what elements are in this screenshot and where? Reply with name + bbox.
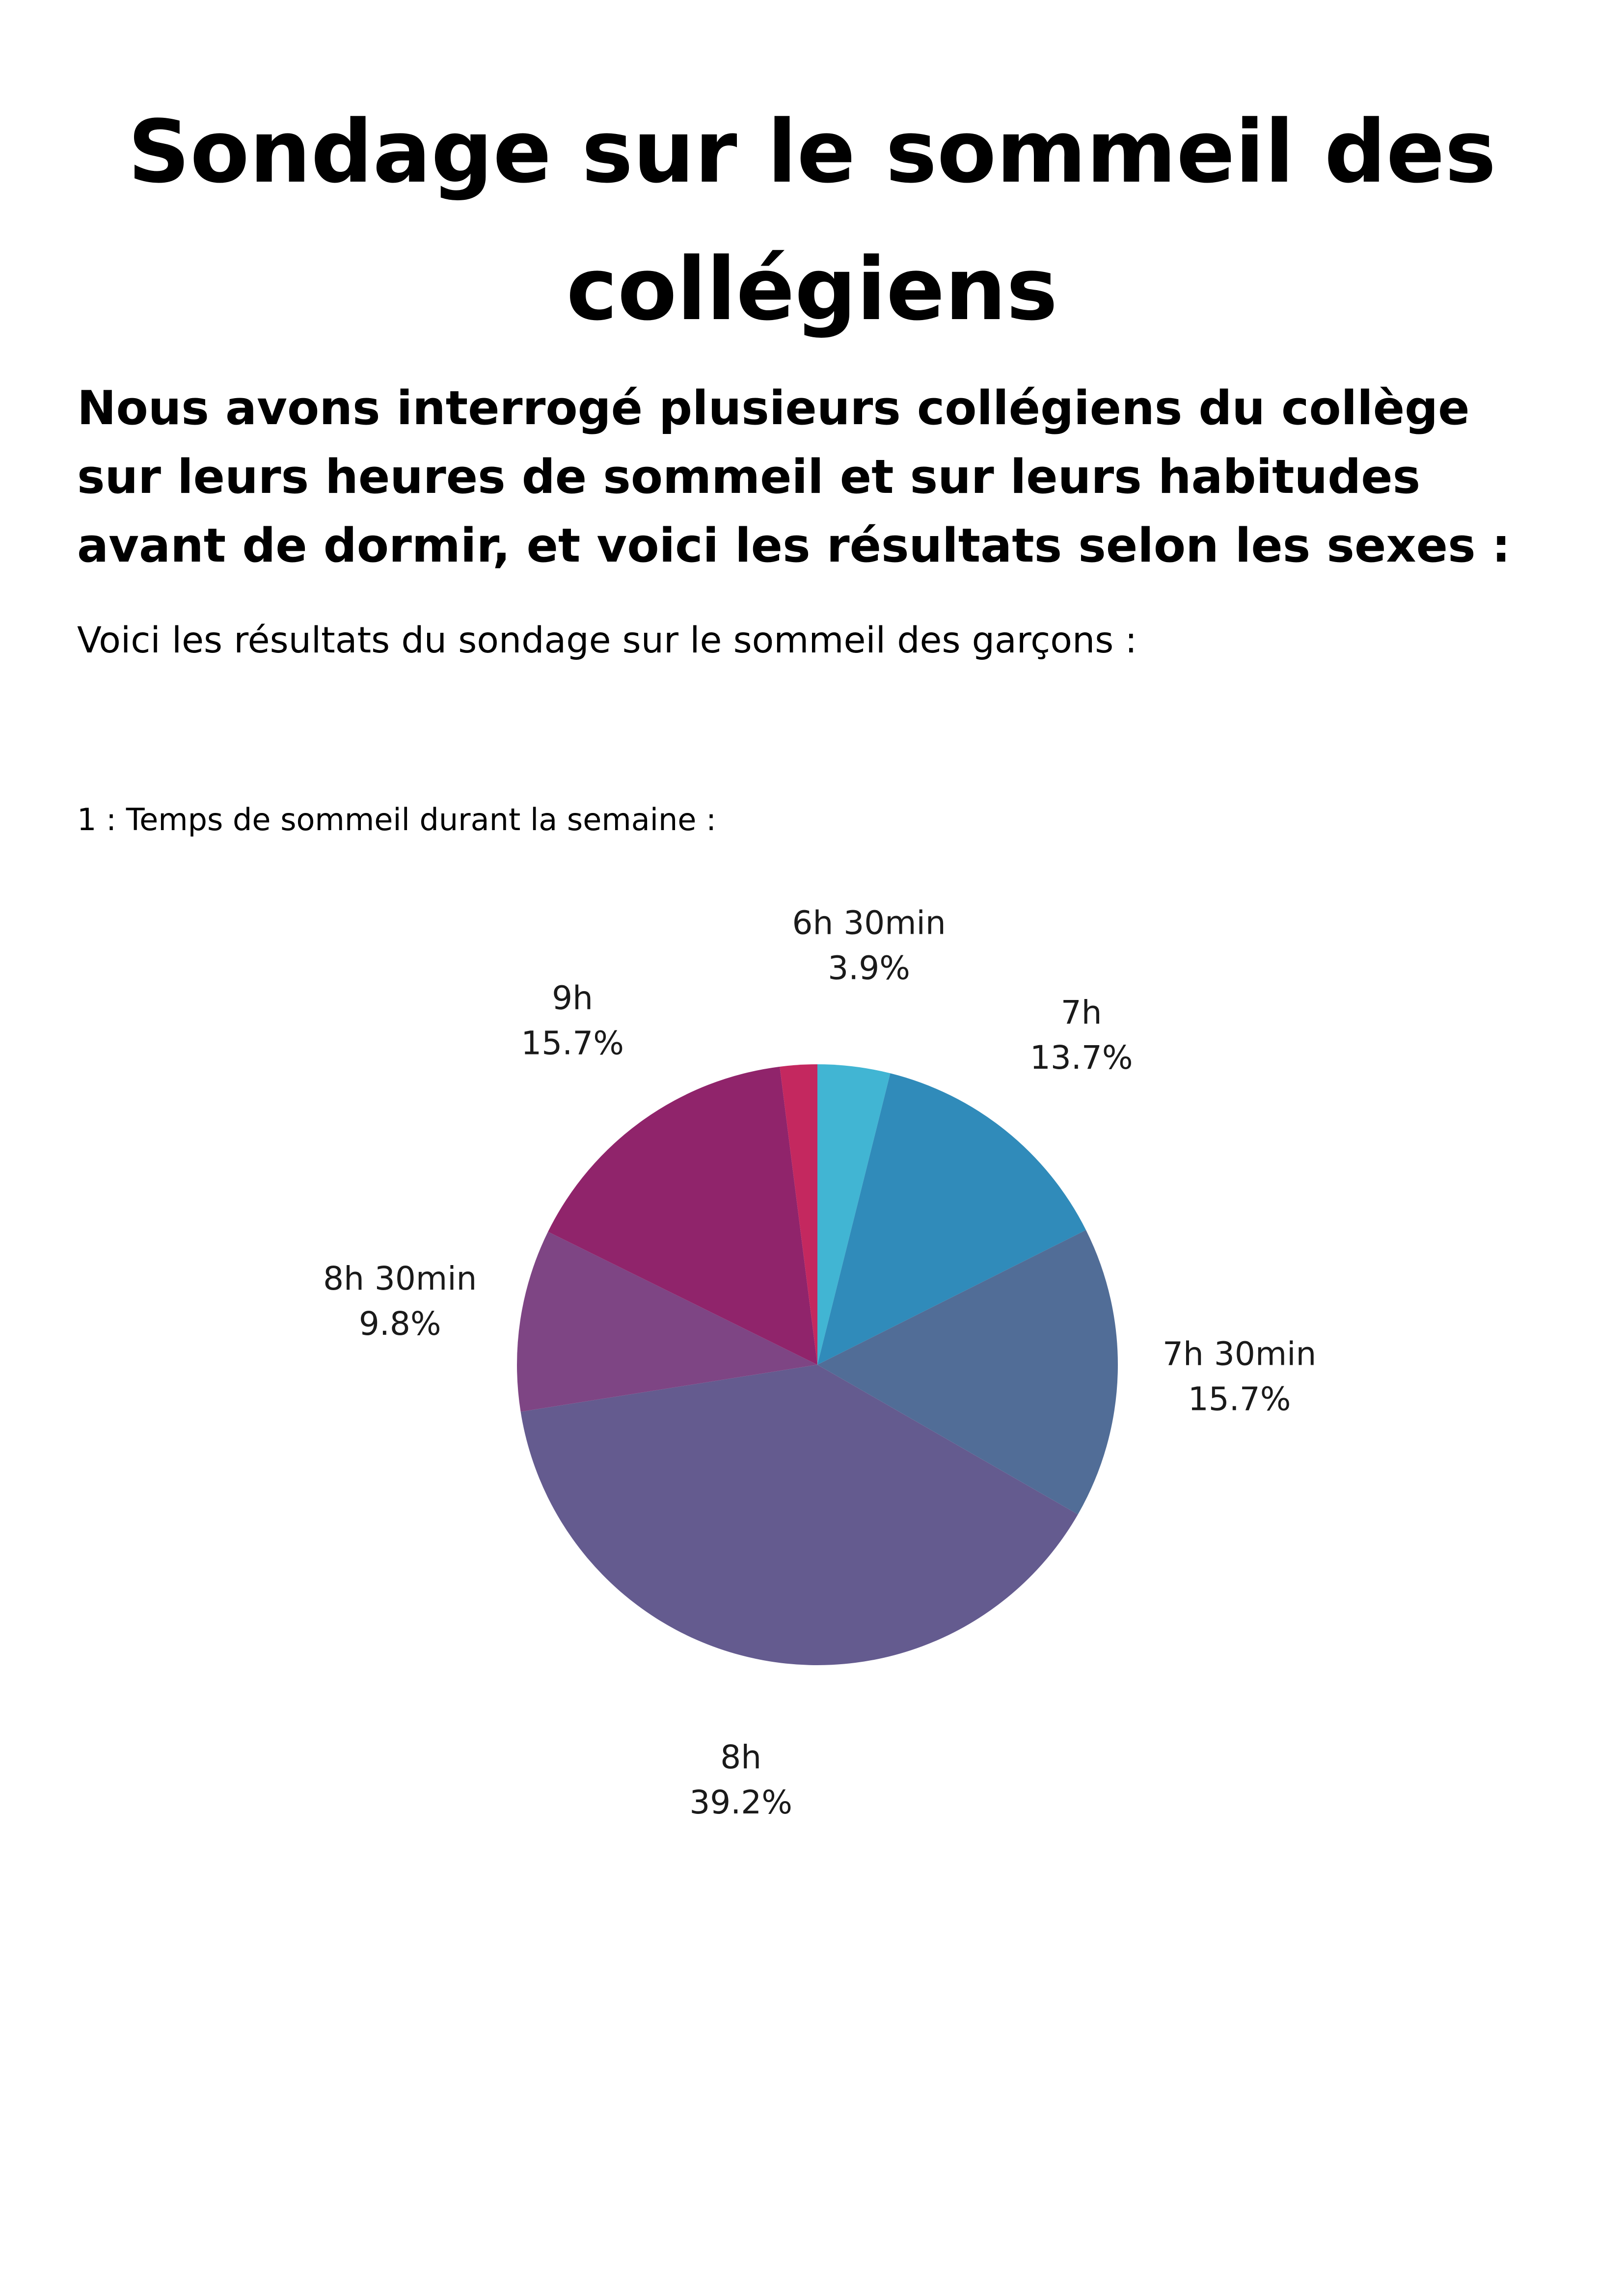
- pie-label-percent: 39.2%: [689, 1783, 792, 1816]
- page-title: Sondage sur le sommeil des collégiens: [128, 102, 1496, 340]
- pie-label-category: 9h: [552, 979, 593, 1017]
- lead-paragraph: Voici les résultats du sondage sur le so…: [77, 620, 1137, 661]
- pie-slice-7h: [817, 1073, 1086, 1365]
- pie-label-category: 8h: [720, 1738, 761, 1776]
- pie-label-percent: 13.7%: [1030, 1039, 1133, 1077]
- pie-labels: 6h 30min 3.9% 7h 13.7% 7h 30min 15.7% 8h 39.2% 8…: [323, 904, 1316, 1816]
- pie-slice-8h-30min: [517, 1232, 817, 1412]
- pie-slice-8h: [520, 1365, 1078, 1665]
- pie-label-percent: 9.8%: [359, 1305, 441, 1343]
- pie-label-percent: 15.7%: [521, 1025, 624, 1062]
- pie-slice-7h-30min: [817, 1230, 1118, 1514]
- pie-label-category: 8h 30min: [323, 1260, 477, 1297]
- pie-slices: [517, 1064, 1118, 1665]
- pie-slice-9h: [548, 1066, 817, 1365]
- pie-slice-unlabeled-6: [780, 1064, 817, 1365]
- pie-label-category: 7h: [1061, 994, 1102, 1031]
- pie-label-percent: 3.9%: [828, 949, 910, 987]
- question-heading: 1 : Temps de sommeil durant la semaine :: [77, 802, 716, 837]
- pie-label-percent: 15.7%: [1188, 1380, 1291, 1418]
- sleep-duration-pie-chart: 6h 30min 3.9% 7h 13.7% 7h 30min 15.7% 8h 39.2% 8…: [323, 904, 1316, 1816]
- pie-slice-6h-30min: [817, 1064, 891, 1365]
- pie-label-category: 6h 30min: [792, 904, 946, 942]
- intro-paragraph: Nous avons interrogé plusieurs collégien…: [77, 381, 1511, 573]
- pie-label-category: 7h 30min: [1163, 1335, 1316, 1373]
